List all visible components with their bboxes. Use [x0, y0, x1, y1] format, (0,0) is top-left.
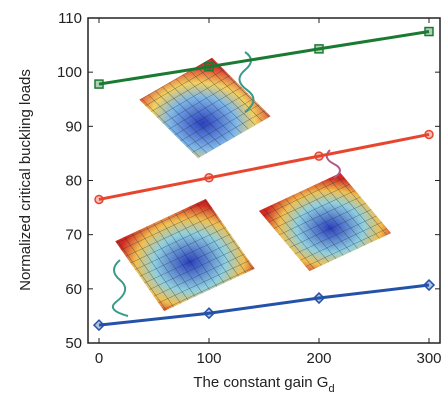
marker [92, 319, 106, 332]
marker [94, 194, 104, 205]
series-line [98, 30, 430, 86]
marker [424, 129, 434, 140]
y-tick-label: 50 [65, 335, 82, 352]
plate-inset [112, 51, 392, 317]
y-tick-label: 90 [65, 118, 82, 135]
x-tick-label: 0 [95, 350, 103, 367]
series-line [98, 132, 430, 201]
y-tick-label: 100 [57, 64, 82, 81]
x-axis-label: The constant gain Gd [193, 374, 334, 395]
marker [94, 79, 104, 89]
marker [314, 44, 324, 54]
y-tick-label: 60 [65, 281, 82, 298]
x-tick-label: 200 [306, 350, 331, 367]
marker [424, 26, 434, 37]
y-tick-label: 110 [58, 10, 82, 27]
marker [202, 307, 216, 320]
y-axis-label: Normalized critical buckling loads [17, 69, 34, 291]
y-tick-label: 70 [65, 227, 82, 244]
plot-frame [87, 17, 441, 344]
x-tick-label: 100 [196, 350, 221, 367]
marker [422, 278, 436, 292]
marker [204, 173, 214, 183]
y-tick-label: 80 [65, 173, 82, 190]
x-axis-label-text: The constant gain G [193, 374, 328, 391]
x-axis-label-subscript: d [328, 383, 334, 395]
marker [314, 151, 324, 161]
x-tick-label: 300 [416, 350, 441, 367]
marker [204, 62, 214, 72]
marker [312, 291, 326, 305]
series-line [98, 283, 430, 327]
